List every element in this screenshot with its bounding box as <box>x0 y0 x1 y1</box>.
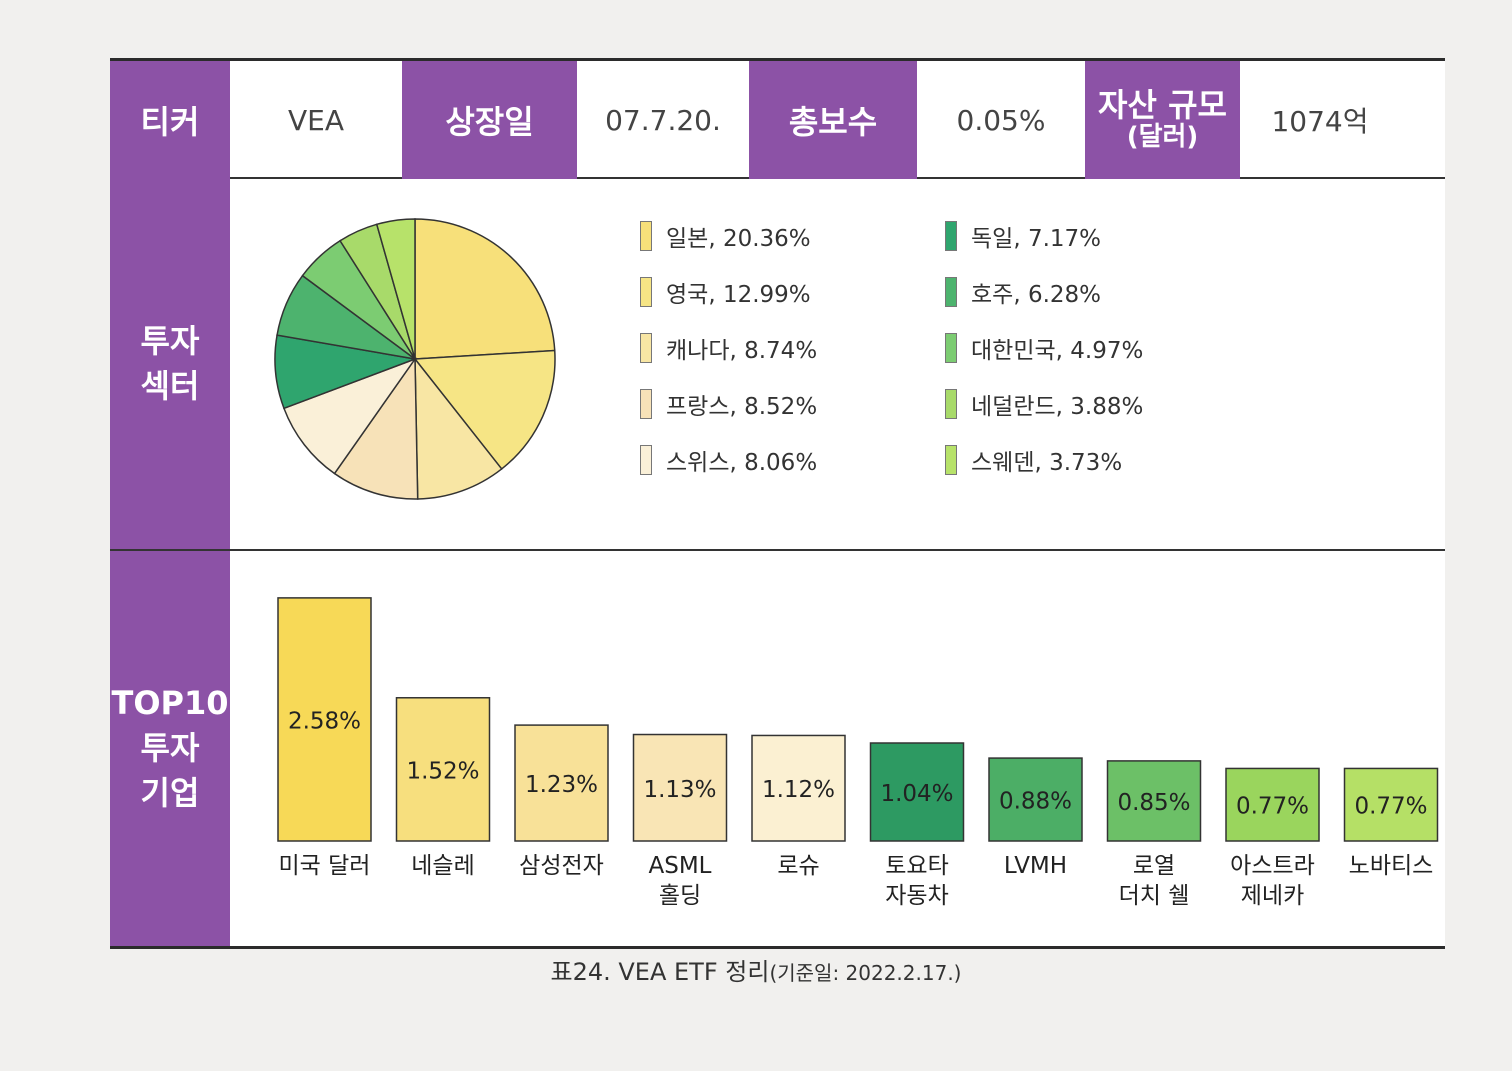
legend-label: 프랑스, 8.52% <box>666 394 818 420</box>
bar-value-label: 0.88% <box>999 789 1072 815</box>
legend-item: 스위스, 8.06% <box>640 443 817 477</box>
legend-item: 호주, 6.28% <box>945 275 1101 309</box>
legend-item: 네덜란드, 3.88% <box>945 387 1143 421</box>
bar-0 <box>277 597 372 842</box>
top10-label-line3: 기업 <box>140 773 200 812</box>
ticker-value: VEA <box>288 103 344 137</box>
legend-label: 호주, 6.28% <box>971 282 1102 308</box>
bar-category-label: LVMH <box>1004 853 1067 879</box>
bar-4 <box>751 734 846 842</box>
aum-label-line2: (달러) <box>1126 122 1199 153</box>
bar-category-label: ASML <box>649 853 712 879</box>
top10-label-line2: 투자 <box>140 729 200 768</box>
legend-swatch <box>945 277 957 307</box>
legend-item: 스웨덴, 3.73% <box>945 443 1122 477</box>
top10-label-line1: TOP10 <box>111 684 229 723</box>
pie-slice-1 <box>413 349 556 470</box>
bar-5 <box>869 742 965 842</box>
bar-value-label: 1.04% <box>880 781 953 807</box>
listing-date-value: 07.7.20. <box>605 103 721 137</box>
legend-item: 일본, 20.36% <box>640 219 811 253</box>
bar-category-label: 노바티스 <box>1349 853 1434 879</box>
legend-swatch <box>640 221 652 251</box>
bar-3 <box>632 733 728 842</box>
legend-label: 영국, 12.99% <box>666 282 811 308</box>
legend-item: 캐나다, 8.74% <box>640 331 817 365</box>
aum-value: 1074억 <box>1271 105 1369 138</box>
pie-slice-3 <box>333 356 419 500</box>
bar-category-label: 제네카 <box>1241 883 1304 909</box>
legend-swatch <box>945 221 957 251</box>
bar-value-label: 0.77% <box>1354 794 1427 820</box>
bar-9 <box>1343 767 1439 842</box>
sector-label-line2: 섹터 <box>140 367 200 405</box>
legend-label: 캐나다, 8.74% <box>666 338 818 364</box>
bar-category-label: 홀딩 <box>659 883 701 909</box>
bar-value-label: 1.52% <box>406 758 479 784</box>
legend-swatch <box>945 333 957 363</box>
pie-slice-0 <box>414 218 556 360</box>
expense-ratio-label: 총보수 <box>749 61 917 179</box>
bar-category-label: 네슬레 <box>411 853 474 879</box>
bar-value-label: 2.58% <box>288 708 361 734</box>
legend-label: 대한민국, 4.97% <box>971 338 1144 364</box>
legend-swatch <box>640 277 652 307</box>
legend-label: 스위스, 8.06% <box>666 450 818 476</box>
aum-label: 자산 규모 (달러) <box>1085 61 1240 179</box>
top10-bar-chart: 2.58% 미국 달러 1.52% 네슬레 1.23% 삼성전자 1.13% ASML 홀딩 1.… <box>277 597 1439 909</box>
bar-category-label: 아스트라 <box>1230 853 1315 879</box>
pie-slice-4 <box>283 357 418 475</box>
legend-swatch <box>945 445 957 475</box>
bar-value-label: 0.77% <box>1236 794 1309 820</box>
bar-6 <box>988 757 1083 842</box>
figure-caption: 표24. VEA ETF 정리(기준일: 2022.2.17.) <box>0 952 1512 987</box>
legend-swatch <box>640 333 652 363</box>
sector-row: 투자 섹터 일본, 20.36% 영국, 12.99% 캐나다, 8.74% 프랑스,… <box>110 179 1445 551</box>
bar-value-label: 1.13% <box>643 777 716 803</box>
etf-summary-table: 티커 VEA 상장일 07.7.20. 총보수 0.05% 자산 규모 (달러)… <box>110 58 1445 949</box>
sector-label-line1: 투자 <box>140 322 200 361</box>
bar-category-label: 더치 쉘 <box>1119 883 1190 909</box>
bar-value-label: 1.12% <box>762 777 835 803</box>
sector-label: 투자 섹터 <box>110 179 230 549</box>
bar-value-label: 0.85% <box>1117 790 1190 816</box>
legend-swatch <box>640 445 652 475</box>
sector-legend: 일본, 20.36% 영국, 12.99% 캐나다, 8.74% 프랑스, 8.52%… <box>640 219 1200 479</box>
pie-slice-9 <box>375 218 416 360</box>
bar-category-label: 로슈 <box>777 853 819 879</box>
bar-value-label: 1.23% <box>525 772 598 798</box>
top10-label: TOP10 투자 기업 <box>110 551 230 946</box>
legend-item: 프랑스, 8.52% <box>640 387 817 421</box>
legend-item: 영국, 12.99% <box>640 275 811 309</box>
legend-swatch <box>640 389 652 419</box>
bar-category-label: 자동차 <box>885 883 948 909</box>
legend-label: 스웨덴, 3.73% <box>971 450 1123 476</box>
listing-date-label: 상장일 <box>402 61 577 179</box>
top10-row: TOP10 투자 기업 2.58% 미국 달러 1.52% 네슬레 1.23% 삼성전자 1… <box>110 551 1445 946</box>
bar-8 <box>1225 767 1320 842</box>
bar-1 <box>395 697 491 842</box>
bar-category-label: 토요타 <box>885 853 948 879</box>
legend-label: 독일, 7.17% <box>971 226 1102 252</box>
bar-7 <box>1106 760 1202 842</box>
legend-swatch <box>945 389 957 419</box>
bar-category-label: 삼성전자 <box>519 853 604 879</box>
info-row: 티커 VEA 상장일 07.7.20. 총보수 0.05% 자산 규모 (달러)… <box>110 61 1445 179</box>
bar-category-label: 로열 <box>1133 853 1175 879</box>
legend-item: 대한민국, 4.97% <box>945 331 1143 365</box>
legend-item: 독일, 7.17% <box>945 219 1101 253</box>
ticker-label: 티커 <box>110 61 230 179</box>
expense-ratio-value: 0.05% <box>956 103 1046 137</box>
aum-label-line1: 자산 규모 <box>1098 86 1227 125</box>
pie-slice-2 <box>414 356 503 500</box>
bar-2 <box>514 724 609 842</box>
legend-label: 일본, 20.36% <box>666 226 811 252</box>
sector-pie-chart <box>274 218 556 500</box>
caption-sub: (기준일: 2022.2.17.) <box>769 961 962 985</box>
bar-category-label: 미국 달러 <box>279 853 371 879</box>
caption-main: 표24. VEA ETF 정리 <box>550 958 770 986</box>
legend-label: 네덜란드, 3.88% <box>971 394 1144 420</box>
